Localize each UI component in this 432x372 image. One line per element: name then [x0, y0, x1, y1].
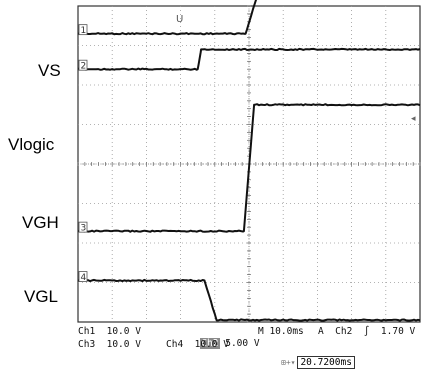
channel-marker-box-3: [78, 221, 88, 233]
channel-marker-4: 4: [81, 273, 87, 283]
ch2-scale-value: 5.00 V: [219, 338, 260, 349]
series-label-vlogic: Vlogic: [8, 135, 56, 154]
ch2-scale: Ch2 5.00 V: [166, 326, 260, 362]
trace-vgl: [77, 278, 421, 322]
trace-vs: [77, 0, 258, 36]
series-label-vs: VS: [38, 61, 62, 80]
status-row-2: Ch3 10.0 V Ch4 10.0 V: [78, 339, 420, 352]
ch2-highlight-label: Ch2: [200, 338, 220, 349]
ch1-scale: Ch1 10.0 V: [78, 326, 141, 337]
channel-marker-2: 2: [81, 62, 87, 72]
trigger-setting: A Ch2 ∫ 1.70 V: [318, 326, 416, 337]
trace-vlogic: [77, 47, 421, 71]
traces: [77, 0, 421, 322]
channel-marker-box-4: [78, 271, 88, 282]
timebase: M 10.0ms: [258, 326, 304, 337]
channel-marker-1: 1: [81, 26, 87, 36]
right-edge-marker: ◂: [411, 114, 416, 124]
status-bar: Ch1 10.0 V Ch2 5.00 V M 10.0ms A Ch2 ∫ 1…: [78, 326, 420, 352]
channel-markers: 1 2 3 4: [78, 24, 88, 283]
trace-vgh: [77, 103, 421, 233]
series-label-vgh: VGH: [22, 213, 60, 232]
ch4-scale: Ch4 10.0 V: [166, 339, 229, 350]
channel-marker-box-1: [78, 24, 88, 36]
series-label-vgl: VGL: [24, 287, 60, 306]
trigger-time-icon: ⊞+▾: [281, 358, 296, 367]
status-row-1: Ch1 10.0 V Ch2 5.00 V M 10.0ms A Ch2 ∫ 1…: [78, 326, 420, 349]
trigger-time-readout: ⊞+▾ 20.7200ms: [281, 356, 355, 369]
trigger-time-value: 20.7200ms: [297, 356, 355, 369]
ch3-scale: Ch3 10.0 V: [78, 339, 141, 350]
channel-marker-3: 3: [81, 224, 87, 234]
channel-marker-box-2: [78, 59, 88, 71]
trigger-position-marker: U: [176, 14, 183, 25]
